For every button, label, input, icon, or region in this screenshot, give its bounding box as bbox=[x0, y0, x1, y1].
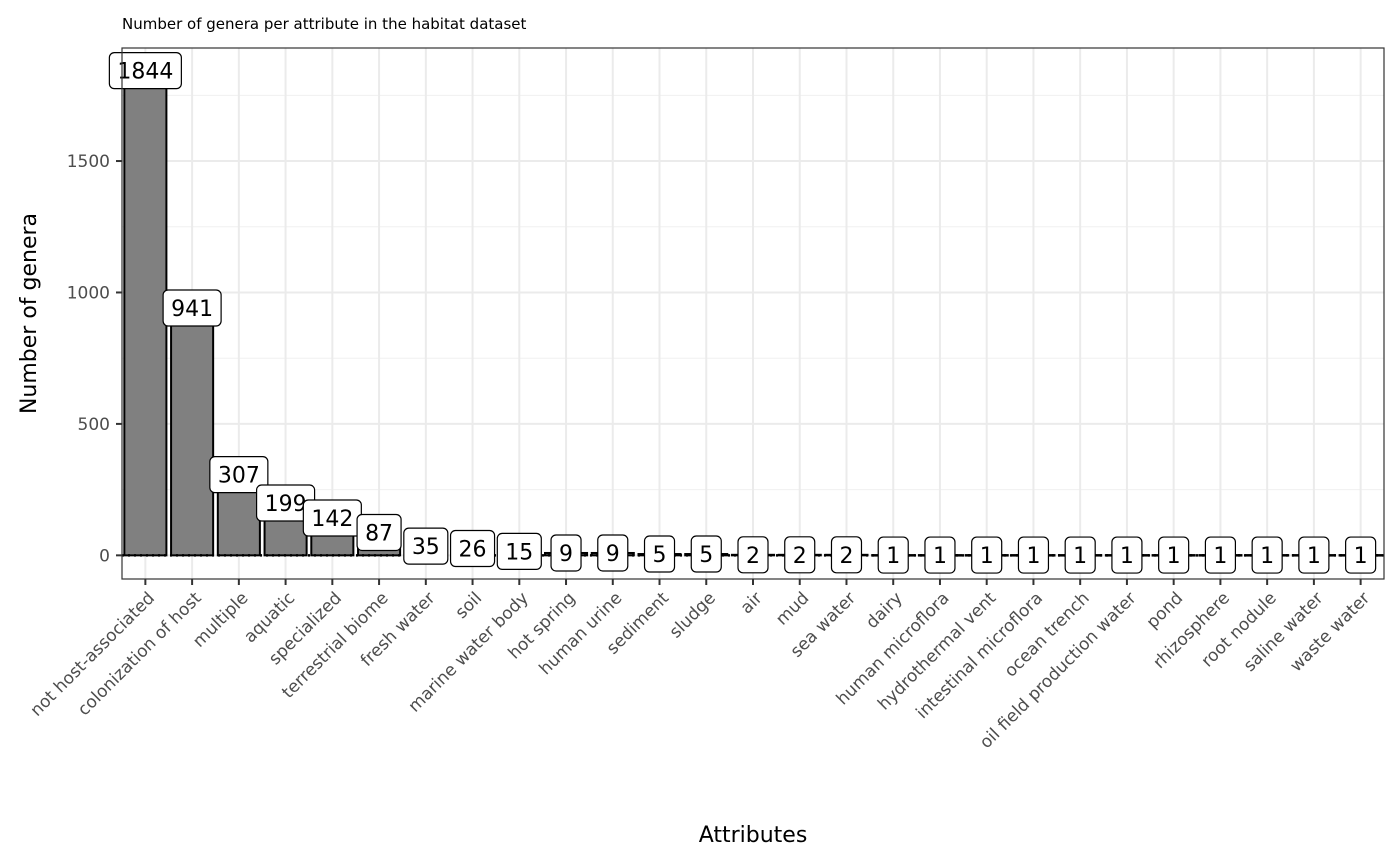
data-label-group: 1 bbox=[1345, 536, 1377, 574]
data-label: 35 bbox=[412, 535, 440, 560]
data-label-box bbox=[1017, 536, 1050, 574]
data-label-group: 307 bbox=[209, 456, 269, 494]
data-label-group: 1 bbox=[1064, 536, 1096, 574]
data-label-group: 1844 bbox=[108, 52, 182, 90]
chart-title: Number of genera per attribute in the ha… bbox=[122, 15, 527, 33]
data-label-box bbox=[108, 52, 182, 90]
data-label-box bbox=[1298, 536, 1330, 574]
y-tick-label: 1500 bbox=[67, 152, 110, 172]
data-label: 1 bbox=[933, 544, 947, 569]
data-label: 9 bbox=[559, 542, 573, 567]
data-label: 1844 bbox=[117, 60, 173, 85]
data-label-group: 1 bbox=[971, 536, 1003, 574]
grid bbox=[122, 48, 1384, 579]
data-label: 1 bbox=[1213, 544, 1227, 569]
data-label: 15 bbox=[505, 540, 533, 565]
data-label: 1 bbox=[1307, 544, 1321, 569]
data-label-group: 1 bbox=[1017, 536, 1050, 574]
data-label-group: 1 bbox=[1298, 536, 1330, 574]
data-label-box bbox=[1251, 536, 1283, 574]
data-label-group: 1 bbox=[877, 536, 909, 574]
data-label-box bbox=[550, 534, 582, 572]
data-label-box bbox=[877, 536, 909, 574]
data-label: 87 bbox=[365, 521, 393, 546]
data-label: 1 bbox=[980, 544, 994, 569]
data-label: 2 bbox=[839, 544, 853, 569]
data-label: 199 bbox=[265, 492, 307, 517]
data-label: 5 bbox=[699, 543, 713, 568]
y-tick-label: 500 bbox=[78, 415, 110, 435]
data-label-group: 15 bbox=[496, 532, 542, 570]
x-axis-title: Attributes bbox=[699, 823, 808, 848]
data-label-box bbox=[597, 534, 629, 572]
data-label-box bbox=[1345, 536, 1377, 574]
data-label-group: 5 bbox=[643, 535, 676, 573]
data-label: 1 bbox=[1354, 544, 1368, 569]
data-label-group: 2 bbox=[737, 536, 769, 574]
x-tick-label: pond bbox=[1143, 588, 1187, 632]
data-label-group: 1 bbox=[1204, 536, 1237, 574]
data-label-group: 35 bbox=[403, 527, 449, 565]
data-label: 9 bbox=[606, 542, 620, 567]
x-tick-label: dairy bbox=[862, 588, 907, 633]
data-label-group: 142 bbox=[302, 499, 362, 537]
data-label-box bbox=[971, 536, 1003, 574]
data-label-box bbox=[690, 535, 722, 573]
y-axis-title: Number of genera bbox=[17, 213, 42, 414]
x-tick-label: air bbox=[737, 588, 767, 618]
data-label-group: 9 bbox=[550, 534, 582, 572]
data-label-box bbox=[784, 536, 816, 574]
y-tick-label: 0 bbox=[99, 546, 110, 566]
x-tick-label: soil bbox=[452, 588, 486, 622]
data-label: 2 bbox=[746, 544, 760, 569]
data-label-box bbox=[830, 536, 863, 574]
data-label-group: 941 bbox=[162, 289, 222, 327]
bar bbox=[123, 69, 168, 557]
data-label-box bbox=[1111, 536, 1143, 574]
data-label-group: 1 bbox=[1158, 536, 1190, 574]
data-label: 1 bbox=[1026, 544, 1040, 569]
data-label: 1 bbox=[886, 544, 900, 569]
y-tick-label: 1000 bbox=[67, 283, 110, 303]
data-label-group: 1 bbox=[1251, 536, 1283, 574]
data-label-box bbox=[643, 535, 676, 573]
data-label: 1 bbox=[1073, 544, 1087, 569]
data-label-box bbox=[209, 456, 269, 494]
data-label-box bbox=[356, 513, 402, 552]
x-tick-label: sludge bbox=[666, 588, 720, 642]
data-label-box bbox=[162, 289, 222, 327]
x-tick-label: mud bbox=[772, 588, 813, 629]
data-label-group: 5 bbox=[690, 535, 722, 573]
data-label-group: 9 bbox=[597, 534, 629, 572]
data-label-box bbox=[1158, 536, 1190, 574]
data-label: 941 bbox=[171, 297, 213, 322]
data-label-group: 87 bbox=[356, 513, 402, 552]
data-label-box bbox=[1064, 536, 1096, 574]
data-label: 26 bbox=[459, 538, 487, 563]
data-label-group: 2 bbox=[830, 536, 863, 574]
data-label-group: 1 bbox=[924, 536, 956, 574]
data-label: 307 bbox=[218, 464, 260, 489]
data-label-box bbox=[737, 536, 769, 574]
data-label-box bbox=[924, 536, 956, 574]
y-axis: 0 500 1000 1500 bbox=[67, 152, 122, 566]
data-label: 5 bbox=[653, 543, 667, 568]
data-label-box bbox=[403, 527, 449, 565]
data-label-group: 199 bbox=[255, 484, 316, 522]
data-label: 142 bbox=[311, 507, 353, 532]
data-label: 1 bbox=[1260, 544, 1274, 569]
data-label-group: 26 bbox=[449, 529, 496, 568]
data-label: 2 bbox=[793, 544, 807, 569]
data-label: 1 bbox=[1167, 544, 1181, 569]
data-label: 1 bbox=[1120, 544, 1134, 569]
data-label-box bbox=[496, 532, 542, 570]
data-label-group: 1 bbox=[1111, 536, 1143, 574]
data-label-box bbox=[449, 529, 496, 568]
data-label-box bbox=[1204, 536, 1237, 574]
bar bbox=[170, 306, 215, 557]
data-label-group: 2 bbox=[784, 536, 816, 574]
